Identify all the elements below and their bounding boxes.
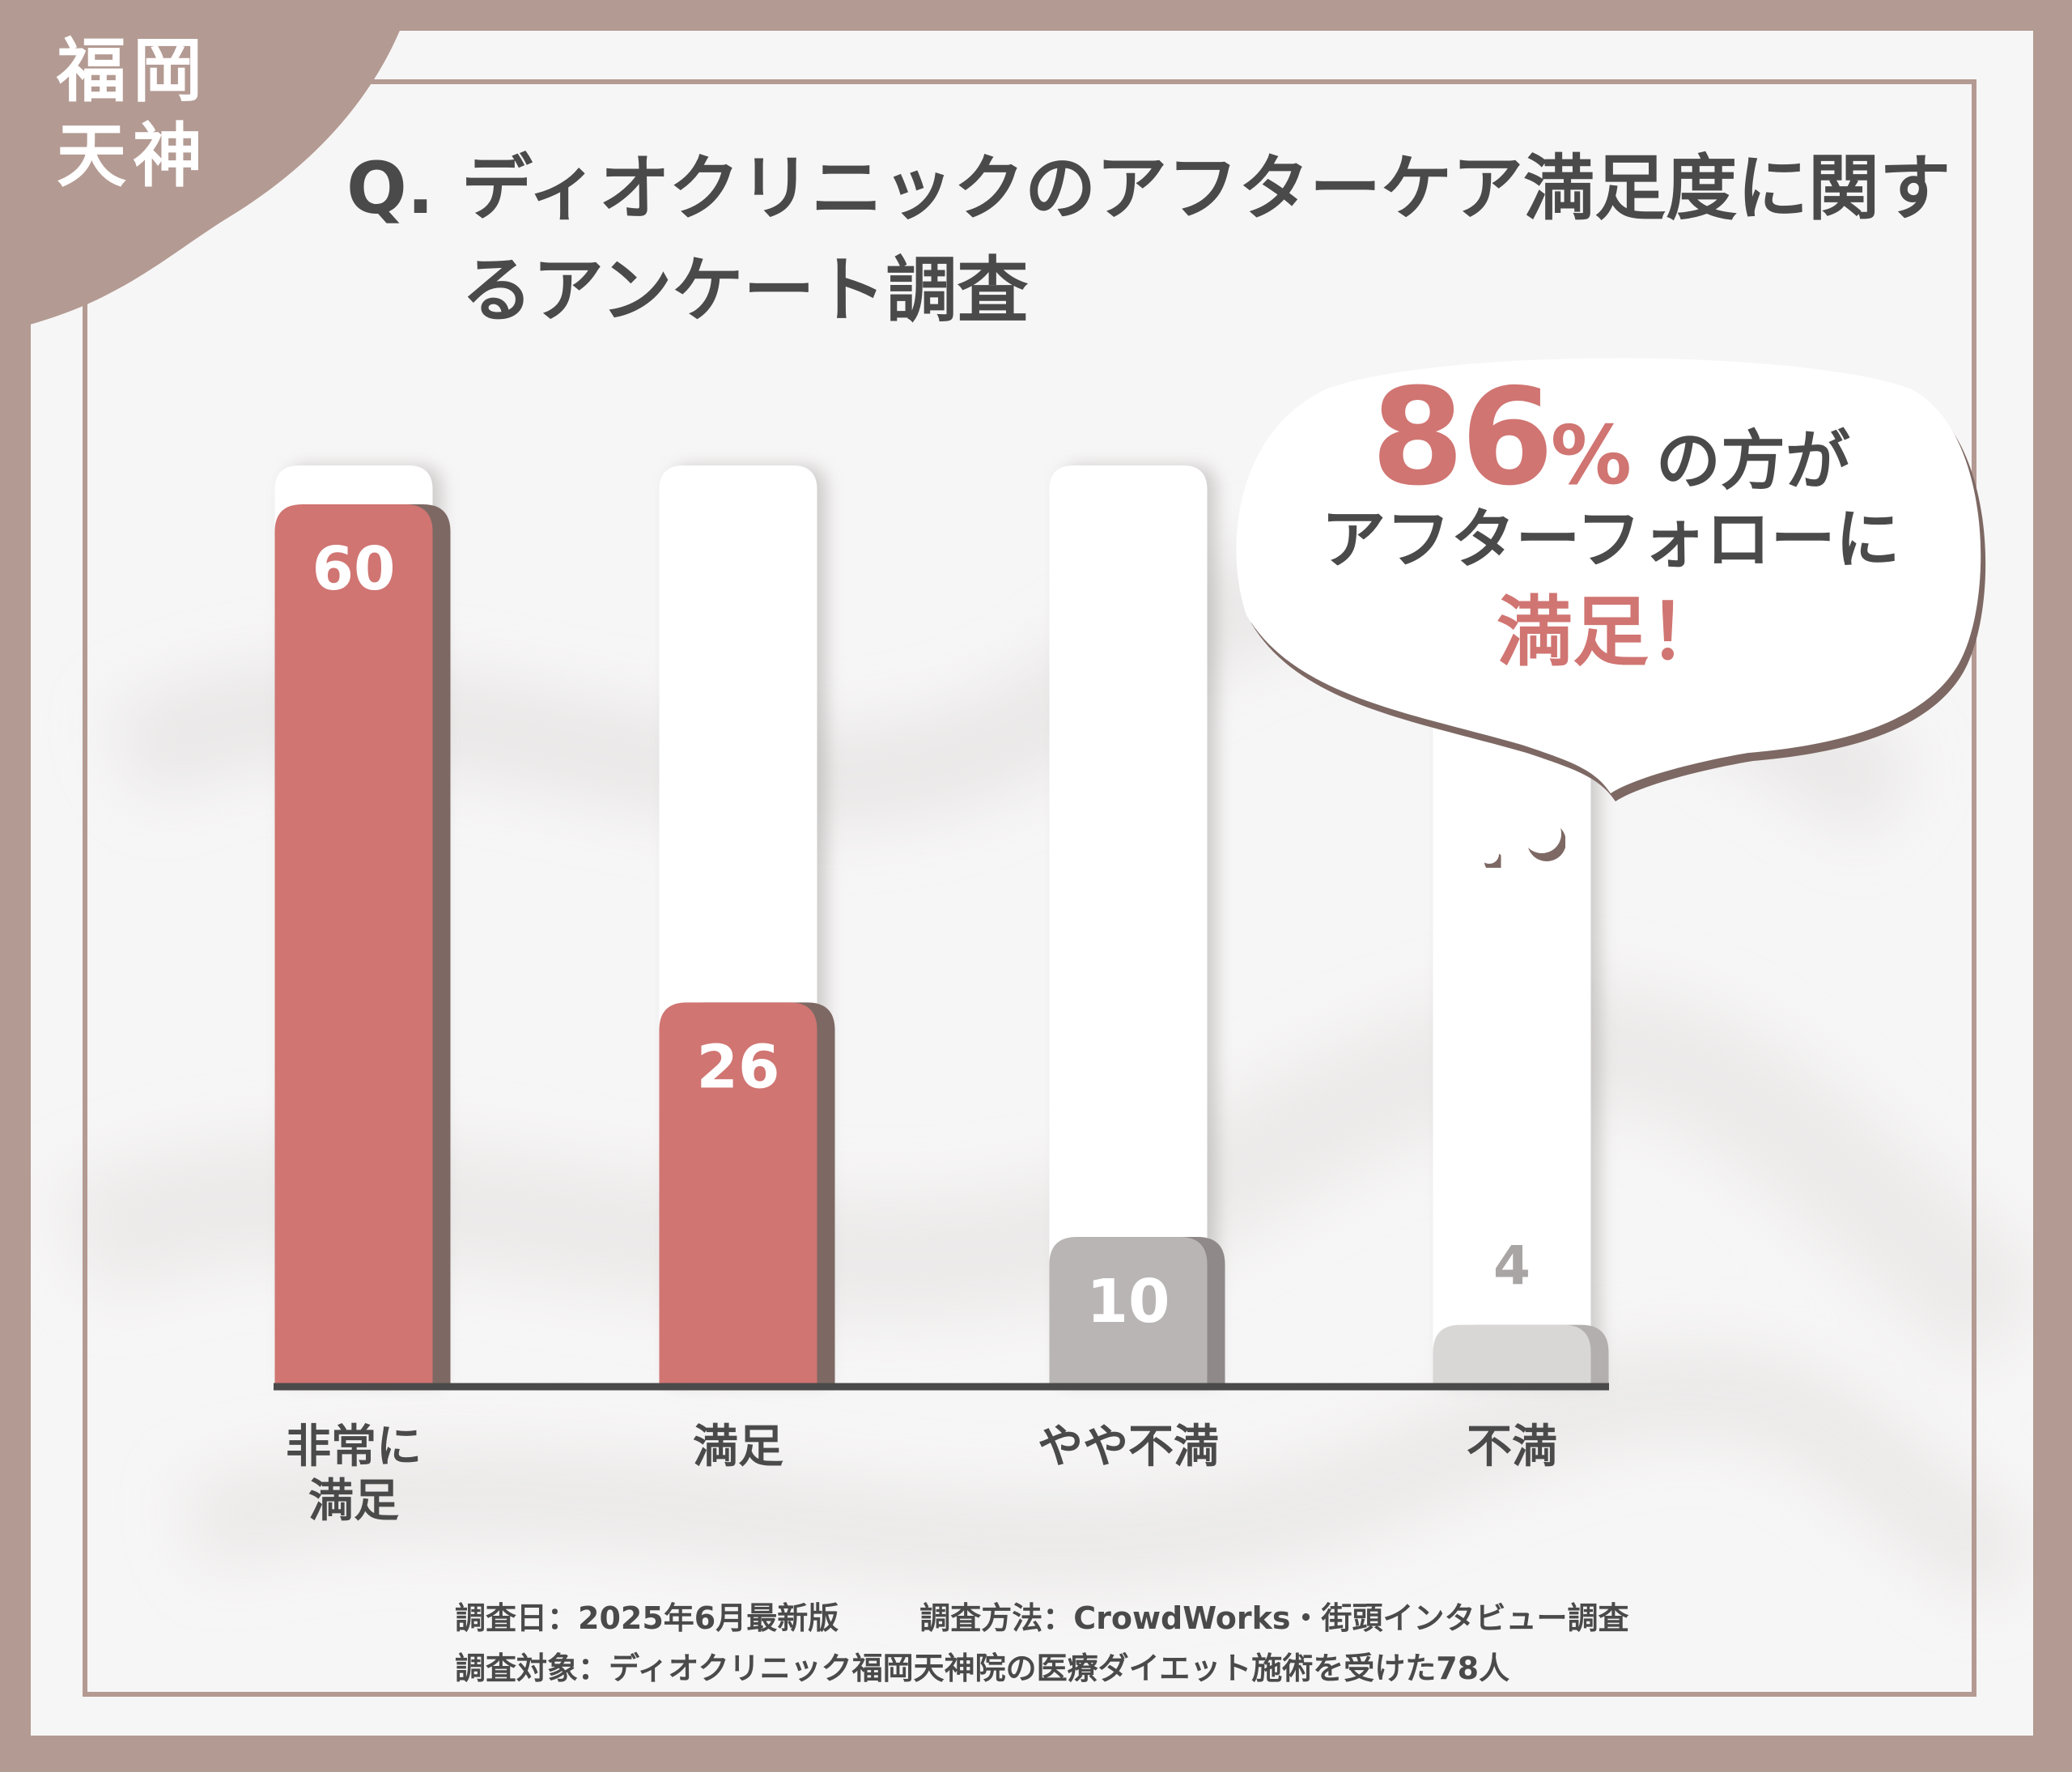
question-prefix: Q. [346,147,435,230]
survey-method: 調査方法：CrowdWorks・街頭インタビュー調査 [919,1600,1629,1636]
category-label: やや不満 [1038,1421,1219,1473]
data-label: 10 [1087,1267,1170,1336]
callout-message: 86% の方が アフターフォローに 満足！ [1263,364,1959,682]
category-label: 非常に [286,1421,422,1473]
bar [659,1002,817,1383]
corner-badge-shape [0,0,411,332]
bar [1049,1237,1208,1383]
bar [274,504,433,1383]
category-label: 不満 [1467,1421,1557,1473]
question-heading: Q. ディオクリニックのアフターケア満足度に関するアンケート調査 [346,138,2014,342]
footer-row2: 調査対象：ディオクリニック福岡天神院の医療ダイエット施術を受けた78人 [455,1643,1750,1693]
callout-line2: アフターフォローに [1321,502,1900,577]
question-text: ディオクリニックのアフターケア満足度に関するアンケート調査 [461,147,1951,332]
survey-footer: 調査日：2025年6月最新版 調査方法：CrowdWorks・街頭インタビュー調査… [455,1593,1750,1693]
survey-target: 調査対象：ディオクリニック福岡天神院の医療ダイエット施術を受けた78人 [455,1651,1510,1686]
data-label: 26 [697,1032,780,1102]
footer-row1: 調査日：2025年6月最新版 調査方法：CrowdWorks・街頭インタビュー調査 [455,1593,1750,1643]
callout-percent: 86 [1371,359,1554,515]
callout-percent-sign: % [1550,408,1632,503]
badge-line2: 天神 [57,116,209,197]
callout-line1-rest: の方が [1655,423,1850,499]
bar [1433,1324,1591,1383]
category-label: 満足 [308,1475,399,1528]
inner-border [83,79,1976,1697]
bar-track [1049,465,1208,1383]
survey-date: 調査日：2025年6月最新版 [455,1600,839,1636]
category-label: 満足 [693,1421,783,1473]
data-label: 4 [1493,1235,1531,1298]
callout-line1: 86% の方が [1263,364,1959,510]
data-label: 60 [312,534,396,604]
speech-bubble [1236,358,1981,864]
callout-line3: 満足！ [1496,589,1725,677]
location-badge: 福岡 天神 [57,29,219,199]
badge-line1: 福岡 [57,31,209,112]
